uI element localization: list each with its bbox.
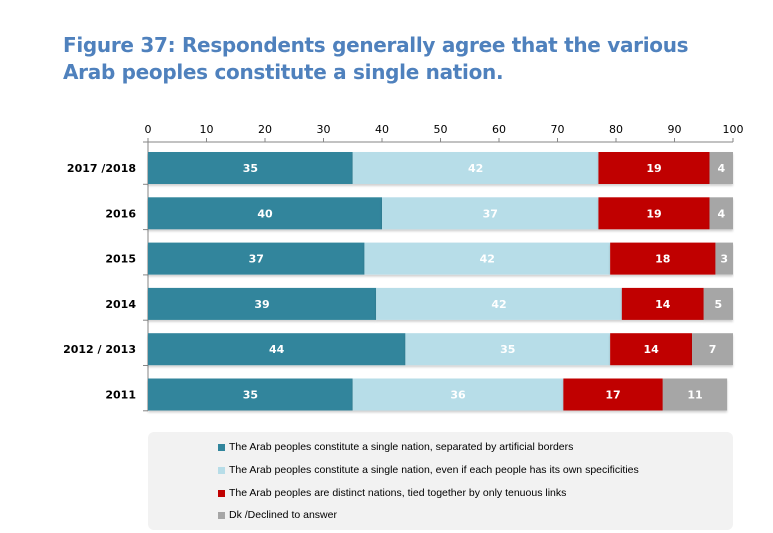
data-label: 36 xyxy=(450,389,466,402)
data-label: 14 xyxy=(655,298,671,311)
x-tick-label: 0 xyxy=(145,123,152,136)
data-label: 35 xyxy=(243,389,258,402)
bar-segment xyxy=(148,287,377,320)
x-tick-label: 60 xyxy=(492,123,506,136)
data-label: 37 xyxy=(483,207,498,220)
x-tick-label: 70 xyxy=(551,123,565,136)
bar-segment xyxy=(692,333,733,366)
data-label: 14 xyxy=(643,343,659,356)
bar-segment xyxy=(352,378,564,411)
legend-label: Dk /Declined to answer xyxy=(229,509,337,521)
bar-segment xyxy=(148,197,382,230)
legend-swatch xyxy=(218,466,225,474)
legend-label: The Arab peoples are distinct nations, t… xyxy=(229,487,567,499)
data-label: 4 xyxy=(717,162,725,175)
data-label: 35 xyxy=(500,343,515,356)
data-label: 7 xyxy=(709,343,717,356)
x-tick-label: 40 xyxy=(375,123,389,136)
bar-segment xyxy=(148,152,353,184)
data-label: 11 xyxy=(687,389,702,402)
legend-swatch xyxy=(218,489,225,497)
bar-segment xyxy=(621,287,704,320)
category-label: 2016 xyxy=(105,207,136,220)
data-label: 44 xyxy=(269,343,285,356)
x-tick-label: 100 xyxy=(723,123,744,136)
legend: The Arab peoples constitute a single nat… xyxy=(148,432,733,530)
bar-segment xyxy=(703,287,733,320)
legend-label: The Arab peoples constitute a single nat… xyxy=(229,464,639,476)
bar-segment xyxy=(610,242,716,275)
data-label: 39 xyxy=(254,298,269,311)
bar-segment xyxy=(382,197,599,230)
bar-segment xyxy=(148,333,406,366)
bar-segment xyxy=(405,333,611,366)
bar-segment xyxy=(148,378,353,411)
category-label: 2017 /2018 xyxy=(67,162,136,175)
data-label: 35 xyxy=(243,162,258,175)
bar-segment xyxy=(364,242,611,275)
bar-segment xyxy=(148,242,365,275)
bar-segment xyxy=(709,152,733,184)
legend-item: The Arab peoples constitute a single nat… xyxy=(218,440,573,454)
data-label: 18 xyxy=(655,253,670,266)
data-label: 5 xyxy=(715,298,723,311)
data-label: 19 xyxy=(646,207,661,220)
bar-segment xyxy=(715,242,733,275)
bar-segment xyxy=(376,287,622,320)
category-label: 2012 / 2013 xyxy=(63,343,136,356)
x-tick-label: 50 xyxy=(434,123,448,136)
data-label: 37 xyxy=(249,253,264,266)
bar-segment xyxy=(563,378,663,411)
legend-item: The Arab peoples are distinct nations, t… xyxy=(218,486,566,500)
data-label: 40 xyxy=(257,207,273,220)
chart-title: Figure 37: Respondents generally agree t… xyxy=(63,33,689,84)
bar-segment xyxy=(352,152,599,184)
x-tick-label: 20 xyxy=(258,123,272,136)
bar-segment xyxy=(598,197,710,230)
legend-item: Dk /Declined to answer xyxy=(218,508,337,522)
legend-swatch xyxy=(218,511,225,519)
category-label: 2015 xyxy=(105,253,136,266)
x-tick-label: 90 xyxy=(668,123,682,136)
x-tick-label: 30 xyxy=(317,123,331,136)
bar-segment xyxy=(598,152,710,184)
x-tick-label: 80 xyxy=(609,123,623,136)
bar-segment xyxy=(610,333,693,366)
data-label: 3 xyxy=(720,253,728,266)
legend-swatch xyxy=(218,443,225,451)
data-label: 19 xyxy=(646,162,661,175)
bar-segment xyxy=(662,378,728,411)
data-label: 42 xyxy=(468,162,483,175)
x-tick-label: 10 xyxy=(200,123,214,136)
data-label: 17 xyxy=(605,389,620,402)
legend-label: The Arab peoples constitute a single nat… xyxy=(229,441,574,453)
data-label: 4 xyxy=(717,207,725,220)
data-label: 42 xyxy=(480,253,495,266)
category-label: 2014 xyxy=(105,298,136,311)
bar-segment xyxy=(709,197,733,230)
category-label: 2011 xyxy=(105,389,136,402)
legend-item: The Arab peoples constitute a single nat… xyxy=(218,463,639,477)
data-label: 42 xyxy=(491,298,506,311)
